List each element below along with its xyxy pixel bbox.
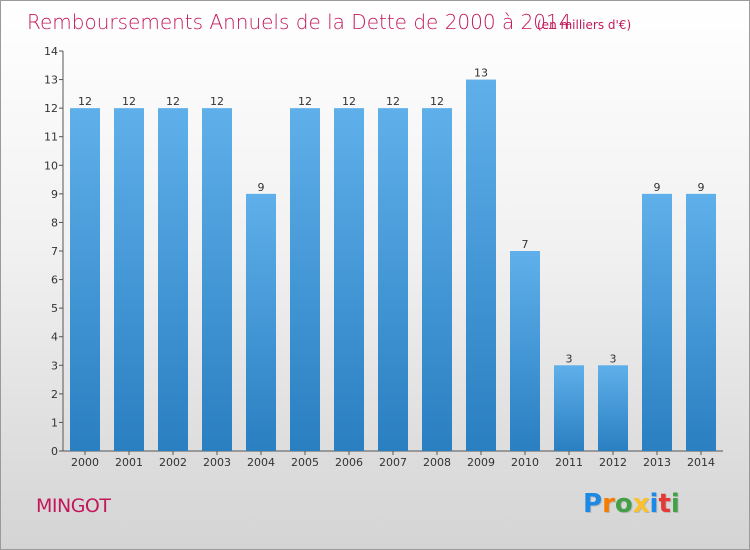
logo-letter: i xyxy=(649,489,659,519)
logo-letter: x xyxy=(632,489,650,519)
y-tick-label: 10 xyxy=(44,159,58,172)
value-label-2005: 12 xyxy=(298,95,312,108)
bar-2004 xyxy=(246,193,276,451)
x-tick-label-2013: 2013 xyxy=(643,456,671,469)
x-tick-label-2003: 2003 xyxy=(203,456,231,469)
x-tick-label-2001: 2001 xyxy=(115,456,143,469)
bars: 12 12 12 12 9 12 12 12 12 13 7 3 3 9 9 xyxy=(70,67,716,452)
logo-letter: o xyxy=(614,489,633,519)
bar-2013 xyxy=(642,193,672,451)
x-tick-label-2010: 2010 xyxy=(511,456,539,469)
value-label-2008: 12 xyxy=(430,95,444,108)
x-tick-label-2007: 2007 xyxy=(379,456,407,469)
bar-2008 xyxy=(422,108,452,452)
y-tick-label: 2 xyxy=(51,388,58,401)
y-tick-label: 6 xyxy=(51,274,58,287)
logo-letter: i xyxy=(670,489,680,519)
x-tick-label-2008: 2008 xyxy=(423,456,451,469)
y-tick-label: 13 xyxy=(44,74,58,87)
value-label-2002: 12 xyxy=(166,95,180,108)
bar-2014 xyxy=(686,193,716,451)
y-tick-label: 0 xyxy=(51,445,58,458)
value-label-2009: 13 xyxy=(474,67,488,80)
value-label-2004: 9 xyxy=(258,181,265,194)
logo-letter: P xyxy=(583,489,603,519)
y-tick-label: 11 xyxy=(44,131,58,144)
value-label-2007: 12 xyxy=(386,95,400,108)
bar-2006 xyxy=(334,108,364,452)
value-label-2006: 12 xyxy=(342,95,356,108)
bar-2000 xyxy=(70,108,100,452)
x-tick-label-2000: 2000 xyxy=(71,456,99,469)
bar-2009 xyxy=(466,79,496,452)
x-tick-label-2002: 2002 xyxy=(159,456,187,469)
bar-2001 xyxy=(114,108,144,452)
value-label-2013: 9 xyxy=(654,181,661,194)
x-tick-label-2012: 2012 xyxy=(599,456,627,469)
x-tick-label-2011: 2011 xyxy=(555,456,583,469)
bar-2007 xyxy=(378,108,408,452)
y-tick-label: 1 xyxy=(51,416,58,429)
bar-2011 xyxy=(554,365,584,451)
y-tick-label: 5 xyxy=(51,302,58,315)
x-tick-label-2004: 2004 xyxy=(247,456,275,469)
y-tick-label: 9 xyxy=(51,188,58,201)
y-tick-label: 4 xyxy=(51,331,58,344)
x-tick-label-2009: 2009 xyxy=(467,456,495,469)
chart-unit-note: (en milliers d'€) xyxy=(537,18,631,32)
x-tick-label-2014: 2014 xyxy=(687,456,715,469)
bar-2002 xyxy=(158,108,188,452)
y-tick-label: 14 xyxy=(44,45,58,58)
bar-2010 xyxy=(510,251,540,451)
value-label-2001: 12 xyxy=(122,95,136,108)
value-label-2011: 3 xyxy=(566,352,573,365)
logo-letter: t xyxy=(658,489,671,519)
value-label-2010: 7 xyxy=(522,238,529,251)
y-tick-label: 3 xyxy=(51,359,58,372)
value-label-2014: 9 xyxy=(698,181,705,194)
y-tick-label: 7 xyxy=(51,245,58,258)
value-label-2000: 12 xyxy=(78,95,92,108)
y-tick-label: 12 xyxy=(44,102,58,115)
bar-2005 xyxy=(290,108,320,452)
value-label-2003: 12 xyxy=(210,95,224,108)
value-label-2012: 3 xyxy=(610,352,617,365)
proxiti-logo: Proxiti xyxy=(583,489,680,519)
x-tick-label-2005: 2005 xyxy=(291,456,319,469)
chart-title: Remboursements Annuels de la Dette de 20… xyxy=(27,10,571,34)
x-tick-label-2006: 2006 xyxy=(335,456,363,469)
logo-letter: r xyxy=(602,489,615,519)
y-tick-label: 8 xyxy=(51,216,58,229)
commune-name: MINGOT xyxy=(36,495,111,517)
bar-2003 xyxy=(202,108,232,452)
bar-2012 xyxy=(598,365,628,451)
